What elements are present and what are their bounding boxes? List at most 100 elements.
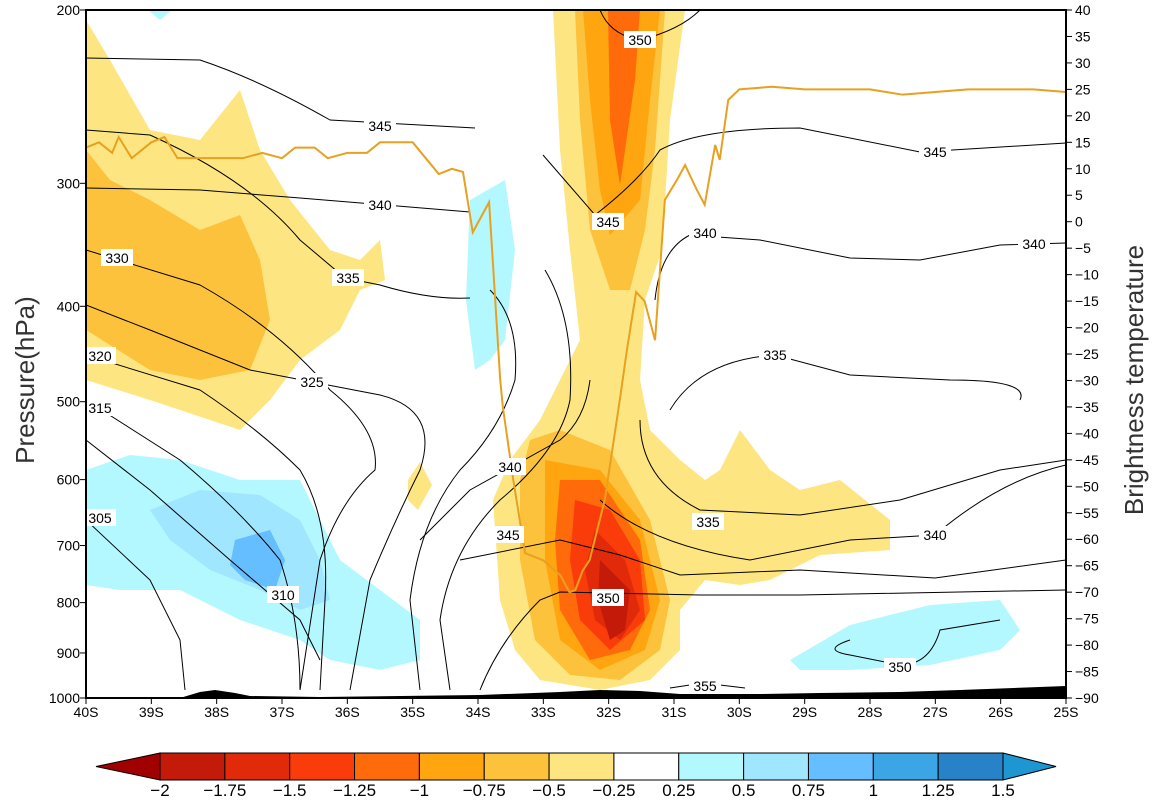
y-tick-label: 800 <box>57 595 81 611</box>
y-tick-label: 1000 <box>49 690 80 706</box>
shade-yellow-small <box>408 462 432 510</box>
x-tick-label: 34S <box>466 704 491 720</box>
shade-redorange-column <box>608 10 640 185</box>
contour-label: 305 <box>88 510 112 526</box>
x-tick-label: 39S <box>139 704 164 720</box>
contour-label: 330 <box>105 250 129 266</box>
x-tick-label: 26S <box>988 704 1013 720</box>
y-tick-label: 600 <box>57 472 81 488</box>
y2-tick-label: −30 <box>1075 372 1099 388</box>
colorbar-left-arrow <box>95 752 161 781</box>
x-tick-label: 27S <box>923 704 948 720</box>
y2-tick-label: −25 <box>1075 346 1099 362</box>
contour-label-box <box>296 373 328 390</box>
contour-label: 335 <box>763 347 787 363</box>
contour-label: 340 <box>368 197 392 213</box>
x-tick-label: 37S <box>270 704 295 720</box>
contour-label-box <box>592 589 624 606</box>
contour-label: 320 <box>88 348 112 364</box>
contour-label-box <box>101 249 133 266</box>
colorbar-label: −0.25 <box>592 781 635 800</box>
colorbar-label: −1.25 <box>333 781 376 800</box>
y2-tick-label: 10 <box>1075 161 1091 177</box>
colorbar-box <box>354 752 420 781</box>
contour-line <box>86 354 327 691</box>
colorbar-label: 0.5 <box>732 781 756 800</box>
contour-label-box <box>364 117 396 134</box>
y2-tick-label: −85 <box>1075 664 1099 680</box>
contour-line <box>86 439 321 661</box>
contour-line <box>419 379 591 541</box>
y2-tick-label: −45 <box>1075 452 1099 468</box>
contour-line <box>669 354 1022 411</box>
y-tick-label: 300 <box>57 175 81 191</box>
brightness-temperature-line <box>86 85 1066 594</box>
y2-tick-label: −75 <box>1075 611 1099 627</box>
colorbar-box <box>807 752 874 781</box>
contour-line <box>639 419 1066 516</box>
contour-label: 345 <box>596 214 620 230</box>
y2-tick-label: 30 <box>1075 55 1091 71</box>
contour-label-box <box>919 526 951 543</box>
colorbar-box <box>418 752 485 781</box>
y2-tick-label: −35 <box>1075 399 1099 415</box>
contour-line <box>86 399 301 691</box>
contour-line <box>542 127 1066 216</box>
y2-tick-label: 5 <box>1075 187 1083 203</box>
contour-label-box <box>592 213 624 230</box>
contour-label: 315 <box>88 400 112 416</box>
y-tick-label: 700 <box>57 538 81 554</box>
contour-label: 325 <box>300 374 324 390</box>
contour-line <box>86 519 186 691</box>
y2-axis-label: Brightness temperature <box>1119 245 1149 515</box>
colorbar-label: −1 <box>410 781 429 800</box>
y2-tick-label: 15 <box>1075 134 1091 150</box>
colorbar-box <box>548 752 615 781</box>
x-tick-label: 32S <box>596 704 621 720</box>
x-tick-label: 38S <box>204 704 229 720</box>
shade-blue-column <box>466 180 515 370</box>
terrain <box>86 686 1066 698</box>
contour-label: 355 <box>693 678 717 694</box>
colorbar-label: −0.5 <box>532 781 566 800</box>
x-tick-label: 35S <box>400 704 425 720</box>
colorbar-label: −1.5 <box>273 781 307 800</box>
contour-label-box <box>364 196 396 213</box>
contour-label-box <box>692 513 724 530</box>
contour-labels: 350 345 345 345 340 340 340 335 335 335 330 325 320 3… <box>86 31 1050 694</box>
x-tick-label: 25S <box>1054 704 1079 720</box>
contour-label-box <box>86 509 116 526</box>
shade-blue3-left <box>230 530 285 590</box>
y2-tick-label: −80 <box>1075 637 1099 653</box>
colorbar-label: 1 <box>869 781 878 800</box>
contour-line <box>86 304 426 691</box>
contour-label-box <box>86 399 116 416</box>
y2-tick-label: 40 <box>1075 2 1091 18</box>
contour-label: 350 <box>628 32 652 48</box>
y-axis-label: Pressure(hPa) <box>10 296 40 464</box>
shaded-field: 350 345 345 345 340 340 340 335 335 335 330 325 320 3… <box>86 10 1066 698</box>
contour-label: 310 <box>271 587 295 603</box>
contour-label-box <box>332 269 364 286</box>
colorbar-box <box>613 752 680 781</box>
y2-tick-label: −50 <box>1075 478 1099 494</box>
y2-tick-label: −55 <box>1075 505 1099 521</box>
x-tick-label: 30S <box>727 704 752 720</box>
contour-line <box>654 234 1066 301</box>
y-tick-label: 200 <box>57 2 81 18</box>
colorbar-box <box>483 752 550 781</box>
x-tick-label: 40S <box>74 704 99 720</box>
contour-line <box>599 464 1066 561</box>
colorbar-box <box>224 752 291 781</box>
colorbar-label: −0.75 <box>463 781 506 800</box>
y2-tick-label: −5 <box>1075 240 1091 256</box>
colorbar-label: −2 <box>150 781 169 800</box>
colorbar-label: 1.5 <box>991 781 1015 800</box>
contour-label: 345 <box>496 527 520 543</box>
y2-tick-label: −60 <box>1075 531 1099 547</box>
y-tick-label: 900 <box>57 645 81 661</box>
contour-label: 335 <box>696 514 720 530</box>
contour-label: 340 <box>498 459 522 475</box>
contour-label-box <box>624 31 656 48</box>
